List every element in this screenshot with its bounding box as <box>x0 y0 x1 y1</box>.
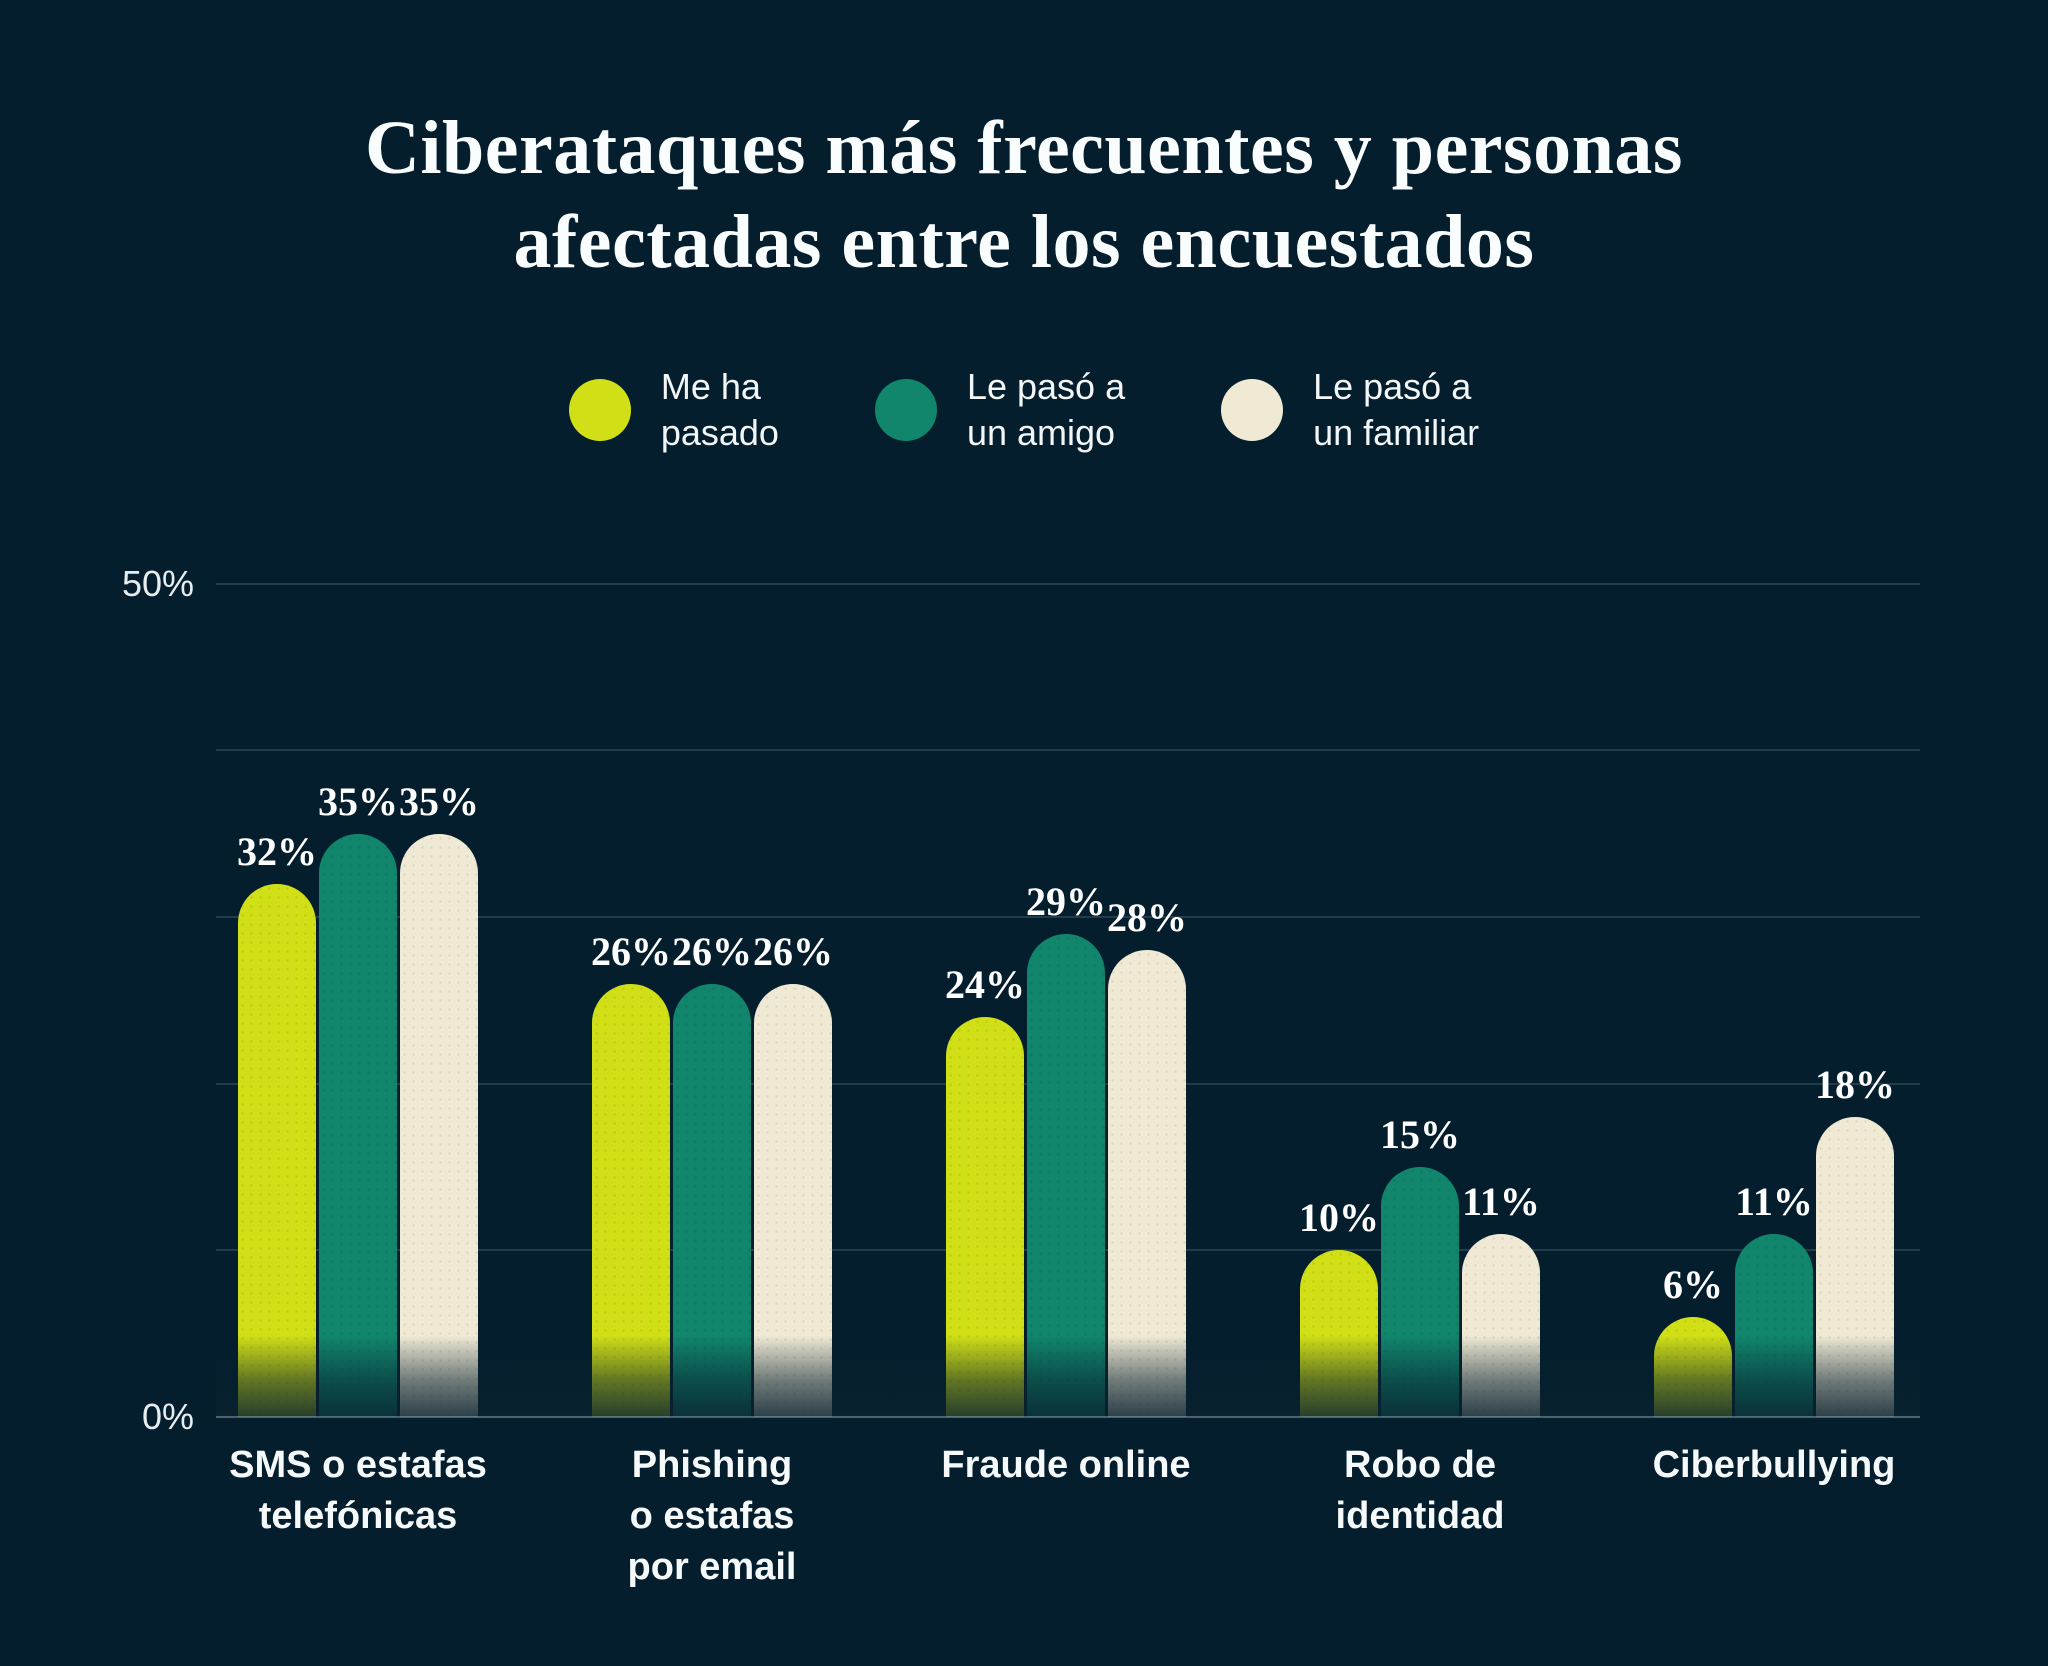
legend: Me ha pasado Le pasó a un amigo Le pasó a un … <box>0 364 2048 456</box>
bar-value-label: 18% <box>1815 1062 1895 1108</box>
legend-swatch-circle-icon <box>1221 379 1284 441</box>
category-label-line: SMS o estafas <box>229 1444 487 1486</box>
bar-value-label: 26% <box>591 928 671 974</box>
category-label-line: Robo de <box>1344 1444 1496 1486</box>
category-label-4: Robo de identidad <box>1230 1440 1610 1542</box>
x-axis-baseline <box>216 1416 1920 1418</box>
category-label-line: identidad <box>1335 1495 1505 1537</box>
bar-value-label: 24% <box>945 962 1025 1008</box>
y-axis-tick-0: 0% <box>141 1396 194 1437</box>
category-label-2: Phishing o estafas por email <box>522 1440 902 1593</box>
bar-value-label: 26% <box>672 928 752 974</box>
legend-label-line: un amigo <box>966 412 1116 453</box>
category-label-line: Fraude online <box>941 1444 1191 1486</box>
bar-value-label: 6% <box>1663 1262 1723 1308</box>
legend-item-label: Me ha pasado <box>661 364 779 456</box>
page-title: Ciberataques más frecuentes y personas a… <box>0 101 2048 289</box>
category-label-line: o estafas <box>629 1495 795 1537</box>
bar-bottom-fade-overlay <box>216 1335 1920 1417</box>
bar-series3-cat1 <box>400 833 478 1417</box>
legend-item-1: Me ha pasado <box>568 364 779 456</box>
legend-item-3: Le pasó a un familiar <box>1221 364 1479 456</box>
page-title-line-2: afectadas entre los encuestados <box>513 199 1535 284</box>
bar-value-label: 10% <box>1299 1195 1379 1241</box>
bar-value-label: 11% <box>1462 1178 1540 1224</box>
bar-value-label: 28% <box>1107 895 1187 941</box>
bar-series2-cat1 <box>319 833 397 1417</box>
bar-value-label: 29% <box>1026 878 1106 924</box>
bar-value-label: 35% <box>399 778 479 824</box>
bar-series1-cat1 <box>238 883 316 1417</box>
legend-label-line: Le pasó a <box>966 366 1126 407</box>
legend-swatch-circle-icon <box>568 379 631 441</box>
bar-value-label: 11% <box>1735 1178 1813 1224</box>
legend-label-line: un familiar <box>1313 412 1480 453</box>
gridline-50pct <box>216 582 1920 585</box>
category-label-5: Ciberbullying <box>1584 1440 1964 1491</box>
bar-value-label: 32% <box>237 828 317 874</box>
legend-item-label: Le pasó a un amigo <box>967 364 1125 456</box>
legend-label-line: Le pasó a <box>1313 366 1472 407</box>
legend-label-line: Me ha <box>660 366 761 407</box>
category-label-line: Ciberbullying <box>1652 1444 1896 1486</box>
bar-value-label: 35% <box>318 778 398 824</box>
gridline-40pct <box>216 749 1920 752</box>
page-title-line-1: Ciberataques más frecuentes y personas <box>365 105 1683 190</box>
legend-item-2: Le pasó a un amigo <box>874 364 1125 456</box>
category-label-line: Phishing <box>631 1444 793 1486</box>
legend-item-label: Le pasó a un familiar <box>1313 364 1479 456</box>
bar-value-label: 15% <box>1380 1112 1460 1158</box>
category-label-line: telefónicas <box>258 1495 458 1537</box>
category-label-line: por email <box>627 1546 797 1588</box>
category-label-3: Fraude online <box>876 1440 1256 1491</box>
bar-value-label: 26% <box>753 928 833 974</box>
category-label-1: SMS o estafas telefónicas <box>168 1440 548 1542</box>
legend-label-line: pasado <box>660 412 779 453</box>
y-axis-tick-50: 50% <box>121 563 194 604</box>
legend-swatch-circle-icon <box>874 379 937 441</box>
gridline-30pct <box>216 916 1920 919</box>
